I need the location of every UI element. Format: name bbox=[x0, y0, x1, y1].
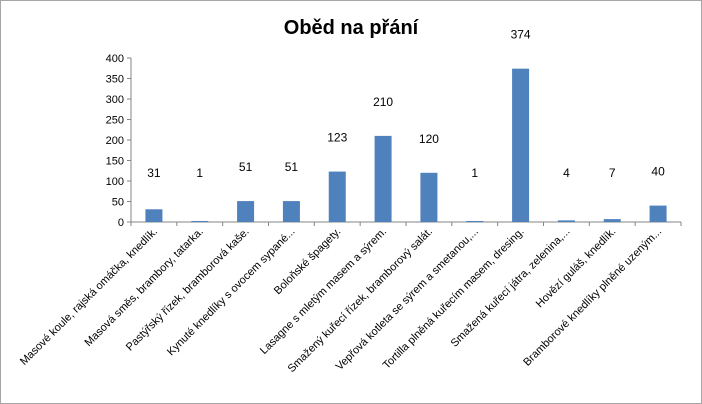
data-label: 1 bbox=[471, 166, 478, 180]
data-label: 1 bbox=[196, 166, 203, 180]
y-tick-label: 50 bbox=[112, 197, 124, 209]
y-tick-label: 250 bbox=[106, 115, 124, 127]
bar bbox=[466, 221, 484, 222]
data-label: 31 bbox=[147, 166, 161, 180]
bar bbox=[649, 205, 667, 222]
data-label: 120 bbox=[419, 132, 439, 146]
bar bbox=[374, 135, 392, 222]
data-label: 40 bbox=[651, 165, 665, 179]
bar bbox=[512, 68, 530, 222]
y-tick-label: 100 bbox=[106, 176, 124, 188]
y-tick-label: 400 bbox=[106, 53, 124, 65]
data-label: 374 bbox=[511, 28, 531, 42]
chart-title: Oběd na přání bbox=[284, 17, 420, 39]
category-label: Hovězí guláš, knedlík. bbox=[534, 226, 619, 311]
y-tick-label: 300 bbox=[106, 94, 124, 106]
bar bbox=[145, 209, 163, 222]
bar bbox=[191, 221, 209, 222]
bar bbox=[603, 219, 621, 222]
data-labels: 31 1 51 51 123 210 120 1 374 4 7 40 bbox=[147, 28, 665, 180]
bar bbox=[282, 201, 300, 222]
data-label: 4 bbox=[563, 166, 570, 180]
y-tick-label: 0 bbox=[118, 217, 124, 229]
bar bbox=[420, 172, 438, 222]
data-label: 51 bbox=[239, 160, 253, 174]
y-tick-label: 150 bbox=[106, 156, 124, 168]
y-tick-label: 200 bbox=[106, 135, 124, 147]
y-tick-label: 350 bbox=[106, 74, 124, 86]
data-label: 210 bbox=[373, 95, 393, 109]
bars bbox=[145, 68, 667, 222]
bar bbox=[557, 220, 575, 222]
data-label: 7 bbox=[609, 166, 616, 180]
bar bbox=[237, 201, 255, 222]
axes: 0 50 100 150 200 250 300 350 400 bbox=[106, 53, 682, 229]
data-label: 51 bbox=[285, 160, 299, 174]
category-labels: Masové koule, rajská omáčka, knedlík.Mas… bbox=[18, 226, 664, 375]
bar bbox=[328, 171, 346, 222]
data-label: 123 bbox=[327, 131, 347, 145]
